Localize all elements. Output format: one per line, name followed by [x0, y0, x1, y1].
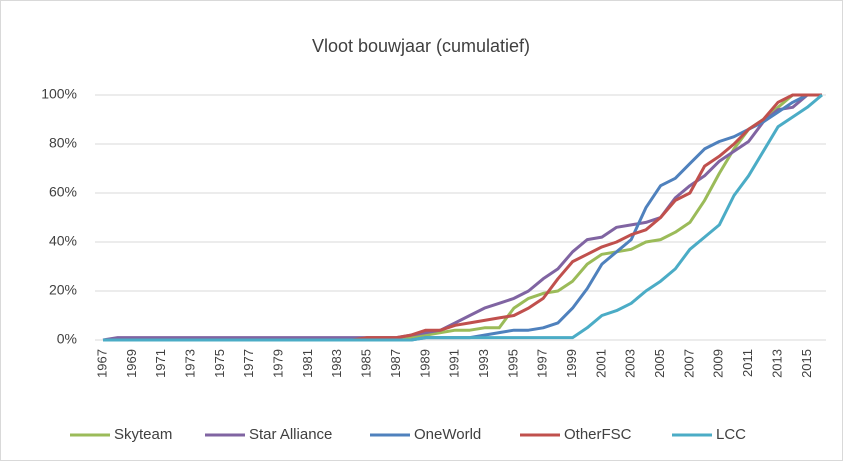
x-tick-label: 2009 [711, 349, 726, 378]
x-tick-label: 1997 [535, 349, 550, 378]
legend-label: OneWorld [414, 426, 481, 443]
x-tick-label: 1991 [447, 349, 462, 378]
y-tick-label: 20% [49, 282, 77, 298]
x-tick-label: 1985 [359, 349, 374, 378]
legend-label: LCC [716, 426, 746, 443]
x-tick-label: 2015 [799, 349, 814, 378]
x-tick-label: 1977 [241, 349, 256, 378]
chart-title: Vloot bouwjaar (cumulatief) [312, 36, 530, 56]
x-tick-label: 1969 [124, 349, 139, 378]
x-tick-label: 1973 [182, 349, 197, 378]
x-tick-label: 1999 [564, 349, 579, 378]
x-tick-label: 2011 [740, 349, 755, 377]
x-tick-label: 2013 [769, 349, 784, 378]
x-tick-label: 1995 [505, 349, 520, 378]
x-tick-label: 1987 [388, 349, 403, 378]
x-tick-label: 2005 [652, 349, 667, 378]
legend-label: Skyteam [114, 426, 172, 443]
y-tick-label: 0% [57, 331, 77, 347]
x-tick-label: 1975 [212, 349, 227, 378]
x-tick-label: 2007 [681, 349, 696, 378]
x-tick-label: 1967 [94, 349, 109, 378]
x-tick-label: 1989 [417, 349, 432, 378]
y-tick-label: 40% [49, 233, 77, 249]
x-tick-label: 1971 [153, 349, 168, 378]
y-tick-label: 80% [49, 135, 77, 151]
series-line [102, 93, 822, 342]
x-tick-label: 1981 [300, 349, 315, 378]
x-tick-label: 1979 [271, 349, 286, 378]
legend-label: Star Alliance [249, 426, 332, 443]
y-tick-label: 100% [41, 86, 77, 102]
x-tick-label: 1993 [476, 349, 491, 378]
x-tick-label: 2003 [623, 349, 638, 378]
x-tick-label: 1983 [329, 349, 344, 378]
x-tick-label: 2001 [593, 349, 608, 378]
series-line [103, 93, 823, 342]
y-tick-label: 60% [49, 184, 77, 200]
legend-label: OtherFSC [564, 426, 632, 443]
